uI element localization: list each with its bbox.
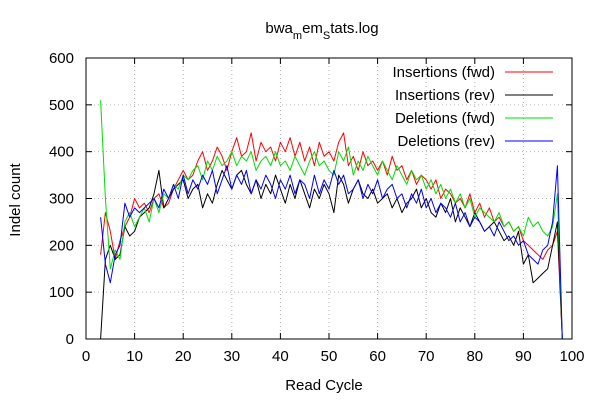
- x-tick-label: 100: [559, 348, 584, 365]
- x-tick-label: 0: [82, 348, 90, 365]
- series-line-3: [100, 100, 563, 340]
- legend-label-1: Insertions (fwd): [392, 64, 495, 81]
- y-tick-label: 0: [66, 331, 74, 348]
- series-lines: [100, 100, 563, 340]
- chart-title-subscript-2: S: [323, 30, 330, 42]
- chart-legend: Insertions (fwd) Insertions (rev) Deletion…: [392, 64, 553, 150]
- y-tick-label: 600: [49, 50, 74, 67]
- y-tick-label: 400: [49, 144, 74, 161]
- chart-title: bwamemStats.log: [265, 20, 378, 42]
- x-tick-label: 70: [418, 348, 435, 365]
- y-tick-label: 100: [49, 284, 74, 301]
- chart-title-subscript-1: m: [293, 30, 302, 42]
- legend-label-2: Insertions (rev): [395, 87, 495, 104]
- chart-title-part-2: em: [302, 20, 323, 37]
- x-tick-label: 60: [369, 348, 386, 365]
- x-tick-label: 80: [466, 348, 483, 365]
- x-tick-label: 20: [175, 348, 192, 365]
- series-line-1: [100, 132, 563, 340]
- x-tick-label: 10: [126, 348, 143, 365]
- x-tick-label: 40: [272, 348, 289, 365]
- legend-label-4: Deletions (rev): [397, 133, 495, 150]
- y-tick-label: 200: [49, 237, 74, 254]
- chart-title-part-1: bwa: [265, 20, 293, 37]
- x-tick-label: 50: [321, 348, 338, 365]
- y-axis-title: Indel count: [7, 162, 24, 236]
- series-line-4: [100, 165, 563, 340]
- x-tick-label: 90: [515, 348, 532, 365]
- chart-title-part-3: tats.log: [330, 20, 378, 37]
- tick-labels: 0 10 20 30 40 50 60 70 80 90 100 0 100 200 300 400 500 60…: [49, 50, 585, 365]
- x-tick-label: 30: [223, 348, 240, 365]
- y-tick-label: 300: [49, 191, 74, 208]
- legend-label-3: Deletions (fwd): [395, 110, 495, 127]
- y-tick-label: 500: [49, 97, 74, 114]
- plot-frame: [85, 57, 573, 340]
- x-axis-title: Read Cycle: [285, 377, 363, 394]
